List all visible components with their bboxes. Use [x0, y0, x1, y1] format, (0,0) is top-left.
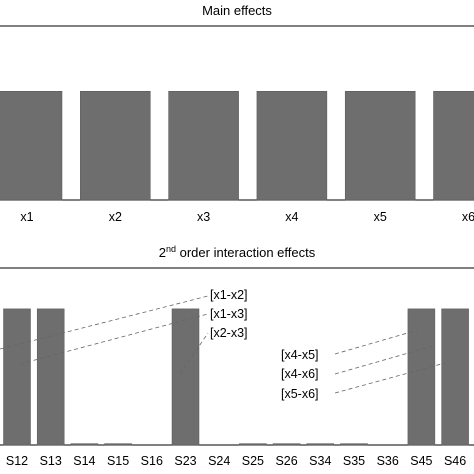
bar-x4: [256, 91, 328, 201]
tick-label-x1: x1: [20, 210, 33, 224]
bar-s14: [70, 443, 99, 446]
tick-label-s13: S13: [40, 454, 62, 468]
leader-x4-x6: [334, 345, 434, 375]
tick-label-s23: S23: [174, 454, 196, 468]
annotation-x4-x6: [x4-x6]: [281, 367, 319, 381]
bar-s34: [306, 443, 335, 446]
annotation-x1-x3: [x1-x3]: [210, 307, 248, 321]
tick-label-x2: x2: [109, 210, 122, 224]
title-prefix: 2: [159, 245, 166, 260]
leader-x4-x5: [334, 329, 419, 355]
tick-label-s34: S34: [309, 454, 331, 468]
tick-label-x6: x6: [462, 210, 474, 224]
bar-s23: [171, 308, 200, 446]
annotation-x1-x2: [x1-x2]: [210, 288, 248, 302]
tick-label-x4: x4: [285, 210, 298, 224]
annotation-x5-x6: [x5-x6]: [281, 387, 319, 401]
tick-label-s25: S25: [242, 454, 264, 468]
tick-label-s16: S16: [141, 454, 163, 468]
bar-s45: [407, 308, 436, 446]
leader-x5-x6: [334, 362, 446, 394]
interaction-effects-tick-labels: S12 S13 S14 S15 S16 S23 S24 S25 S26 S34 S35 S36 S45 S…: [6, 454, 466, 468]
annotation-leaders: [0, 295, 446, 394]
tick-label-s12: S12: [6, 454, 28, 468]
tick-label-s45: S45: [410, 454, 432, 468]
bar-x1: [0, 91, 63, 201]
main-effects-tick-labels: x1 x2 x3 x4 x5 x6: [20, 210, 474, 224]
bar-x2: [80, 91, 151, 201]
title-suffix: order interaction effects: [176, 245, 316, 260]
tick-label-s26: S26: [275, 454, 297, 468]
tick-label-s46: S46: [444, 454, 466, 468]
annotation-labels: [x1-x2] [x1-x3] [x2-x3] [x4-x5] [x4-x6] [x5-x…: [210, 288, 319, 401]
tick-label-s36: S36: [377, 454, 399, 468]
bar-s13: [36, 308, 65, 446]
bar-x5: [344, 91, 416, 201]
leader-x1-x3: [19, 313, 209, 365]
bar-x3: [168, 91, 239, 201]
main-effects-title: Main effects: [202, 3, 272, 18]
bar-s12: [3, 308, 31, 446]
annotation-x2-x3: [x2-x3]: [210, 326, 248, 340]
tick-label-x5: x5: [374, 210, 387, 224]
tick-label-s14: S14: [73, 454, 95, 468]
leader-x2-x3: [179, 332, 209, 375]
bar-s46: [441, 308, 469, 446]
bar-s15: [104, 443, 132, 446]
annotation-x4-x5: [x4-x5]: [281, 348, 319, 362]
tick-label-x3: x3: [197, 210, 210, 224]
title-superscript: nd: [166, 244, 176, 254]
tick-label-s15: S15: [107, 454, 129, 468]
main-effects-bars: [0, 91, 474, 201]
interaction-effects-bars: [3, 308, 469, 446]
bar-s25: [239, 443, 267, 446]
bar-s26: [272, 443, 301, 446]
bar-x6: [433, 91, 474, 201]
interaction-effects-title: 2nd order interaction effects: [159, 244, 316, 260]
bar-s35: [340, 443, 368, 446]
leader-x1-x2: [0, 295, 209, 350]
tick-label-s24: S24: [208, 454, 230, 468]
tick-label-s35: S35: [343, 454, 365, 468]
